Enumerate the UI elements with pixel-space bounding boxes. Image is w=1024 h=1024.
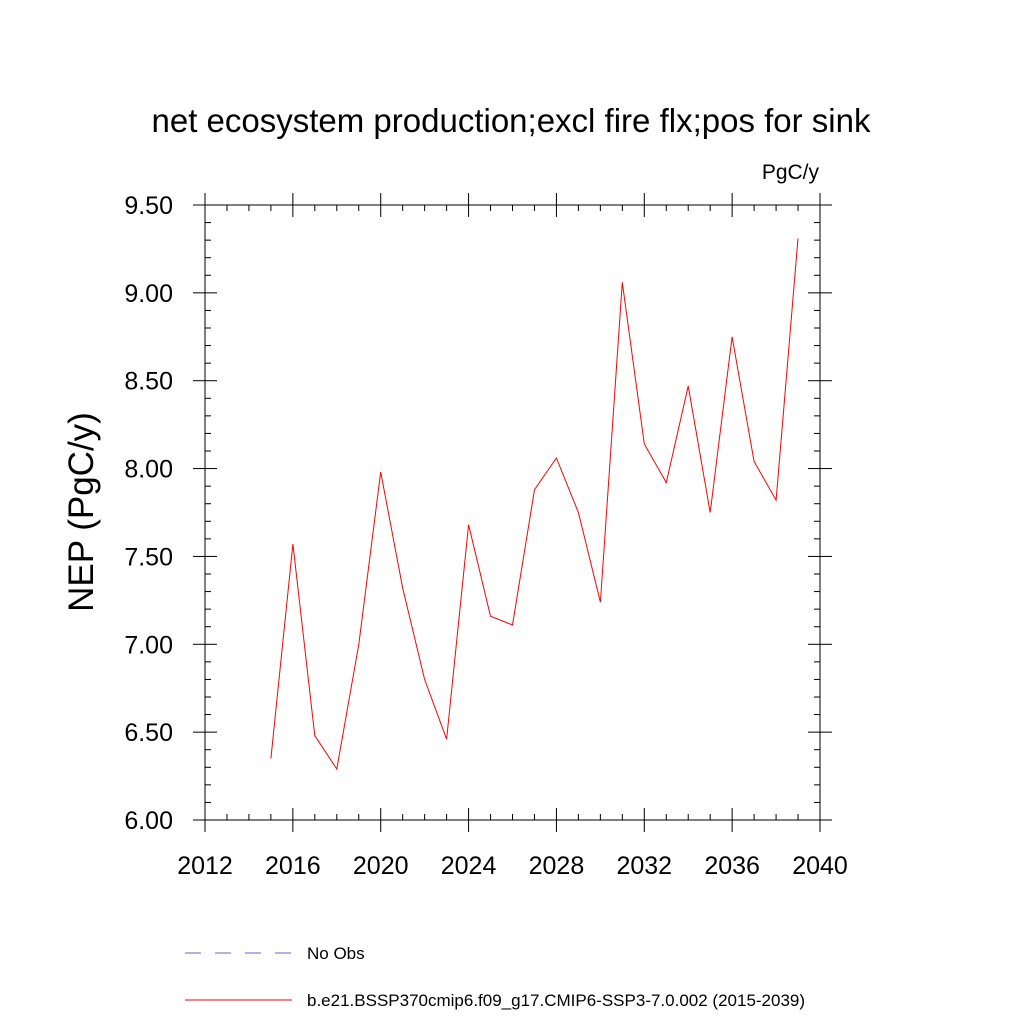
series-lines [270, 238, 799, 771]
plot-frame [204, 204, 821, 821]
y-axis-label: NEP (PgC/y) [62, 412, 101, 612]
y-tick-label: 8.00 [124, 456, 173, 484]
x-tick-labels: 2012 2016 2020 2024 2028 2032 2036 2040 [177, 852, 848, 880]
legend-label-no-obs: No Obs [307, 944, 365, 963]
y-tick-label: 6.00 [124, 807, 173, 835]
x-tick-label: 2016 [265, 852, 321, 880]
x-tick-label: 2024 [441, 852, 497, 880]
legend-label-series: b.e21.BSSP370cmip6.f09_g17.CMIP6-SSP3-7.… [307, 991, 805, 1010]
x-tick-label: 2032 [616, 852, 672, 880]
y-tick-labels: 6.00 6.50 7.00 7.50 8.00 8.50 9.00 9.50 [124, 192, 173, 835]
y-tick-label: 7.50 [124, 543, 173, 571]
axis-ticks [193, 193, 832, 832]
units-label: PgC/y [762, 161, 820, 184]
y-tick-label: 6.50 [124, 719, 173, 747]
y-tick-label: 9.50 [124, 192, 173, 220]
y-tick-label: 7.00 [124, 631, 173, 659]
y-tick-label: 9.00 [124, 280, 173, 308]
x-tick-label: 2020 [353, 852, 409, 880]
x-tick-label: 2036 [704, 852, 760, 880]
x-tick-label: 2028 [529, 852, 585, 880]
series-line [270, 238, 799, 771]
legend: No Obs b.e21.BSSP370cmip6.f09_g17.CMIP6-… [185, 944, 805, 1010]
y-tick-label: 8.50 [124, 368, 173, 396]
x-tick-label: 2012 [177, 852, 233, 880]
x-tick-label: 2040 [792, 852, 848, 880]
chart-title: net ecosystem production;excl fire flx;p… [152, 102, 871, 139]
